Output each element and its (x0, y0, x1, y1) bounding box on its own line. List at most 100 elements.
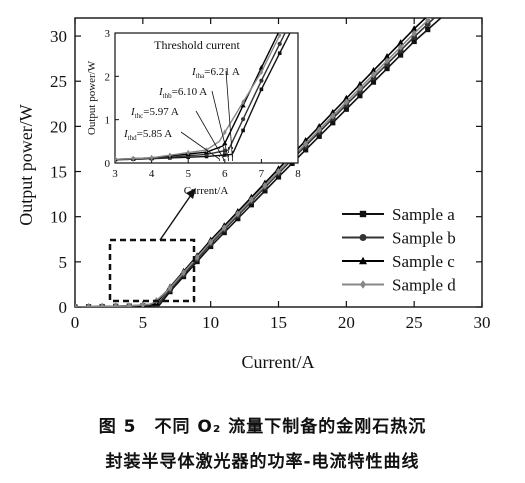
main-data-point (235, 210, 241, 218)
main-y-tick-labels: 0 5 10 15 20 25 30 (50, 27, 67, 317)
threshold-leader-line (180, 131, 220, 160)
main-data-point (235, 216, 241, 222)
main-data-point (208, 238, 214, 246)
inset-x-tick-labels: 3 4 5 6 7 8 (112, 168, 301, 180)
main-data-point (180, 269, 187, 277)
main-data-point (303, 140, 309, 148)
threshold-annotation-3: Ithc=5.97 A (130, 106, 225, 163)
legend-item-1: Sample a (342, 205, 455, 224)
inset-x-axis-label: Current/A (184, 185, 229, 197)
inset-x-tick-label: 7 (259, 168, 265, 180)
main-data-point (275, 167, 282, 176)
main-x-tick-labels: 0 5 10 15 20 25 30 (71, 313, 491, 332)
main-data-point (275, 174, 282, 180)
main-y-tick-label: 30 (50, 27, 67, 46)
main-y-tick-label: 10 (50, 208, 67, 227)
legend-item-4: Sample d (342, 276, 456, 295)
inset-data-point (168, 152, 172, 158)
inset-x-tick-label: 8 (295, 168, 301, 180)
threshold-annotation-1: Itha=6.21 A (191, 66, 240, 163)
legend-marker (359, 210, 367, 218)
main-y-tick-label: 15 (50, 163, 67, 182)
inset-data-point (223, 153, 227, 157)
inset-data-point (277, 33, 282, 38)
main-data-point (370, 79, 377, 85)
inset-data-point (277, 27, 282, 32)
main-data-point (425, 26, 431, 33)
legend-item-3: Sample c (342, 252, 455, 271)
inset-x-tick-label: 4 (149, 168, 155, 180)
main-data-point (262, 182, 268, 190)
threshold-leader-line (225, 70, 233, 160)
main-data-point (303, 147, 309, 153)
inset-data-point (149, 155, 154, 161)
threshold-label: Ithc=5.97 A (130, 106, 179, 120)
inset-data-point (277, 51, 282, 56)
legend-label: Sample d (392, 276, 456, 295)
main-x-tick-label: 0 (71, 313, 80, 332)
main-data-point (411, 29, 417, 37)
main-data-point (383, 53, 391, 60)
legend-label: Sample b (392, 229, 456, 248)
main-y-tick-label: 25 (50, 72, 67, 91)
zoom-arrow-line (159, 194, 192, 241)
main-data-point (194, 253, 200, 261)
main-data-point (384, 57, 390, 65)
legend: Sample a Sample b Sample c Sample d (342, 205, 456, 295)
threshold-annotation-4: Ithd=5.85 A (123, 128, 220, 163)
main-x-tick-label: 30 (474, 313, 491, 332)
inset-title: Threshold current (154, 38, 240, 52)
inset-y-tick-label: 3 (105, 28, 111, 40)
main-y-tick-label: 20 (50, 117, 67, 136)
main-data-point (411, 38, 417, 45)
legend-item-2: Sample b (342, 229, 456, 248)
inset-y-tick-label: 2 (105, 71, 111, 83)
main-data-point (357, 93, 363, 99)
legend-marker (359, 280, 367, 289)
inset-data-point (259, 78, 264, 83)
inset-y-tick-label: 1 (105, 115, 111, 127)
inset-data-point (186, 149, 190, 156)
inset-data-point (259, 87, 264, 92)
inset-plot-frame (114, 32, 299, 164)
main-data-point (398, 52, 404, 58)
main-data-point (357, 84, 363, 92)
main-data-point (316, 126, 322, 134)
legend-label: Sample a (392, 205, 455, 224)
inset-x-tick-label: 6 (222, 168, 228, 180)
inset-y-axis-label: Output power/W (86, 60, 98, 135)
main-data-point (397, 39, 404, 46)
threshold-leader-line (211, 90, 229, 160)
main-data-point (221, 224, 227, 232)
main-data-point (99, 302, 105, 307)
inset-data-point (131, 155, 136, 162)
inset-data-point (277, 41, 282, 46)
main-x-axis-label: Current/A (242, 352, 315, 372)
inset-x-tick-label: 3 (112, 168, 118, 180)
main-data-point (384, 65, 390, 72)
main-data-point (330, 112, 336, 120)
legend-marker (359, 234, 367, 241)
main-data-point (140, 301, 146, 307)
main-data-point (248, 202, 254, 208)
zoom-highlight-box (108, 238, 196, 303)
inset-y-tick-label: 0 (105, 158, 111, 170)
inset-data-point (241, 99, 245, 105)
main-data-point (316, 133, 322, 139)
main-data-point (425, 18, 431, 24)
main-x-tick-label: 20 (338, 313, 355, 332)
main-y-axis-label: Output power/W (16, 104, 36, 225)
threshold-annotation-2: Ithb=6.10 A (158, 86, 229, 163)
inset-data-point (259, 69, 264, 75)
threshold-label: Itha=6.21 A (191, 66, 240, 80)
inset-data-point (223, 129, 227, 136)
inset-axis-ticks (114, 32, 299, 164)
main-data-point (343, 98, 349, 106)
figure-caption-line-2: 封装半导体激光器的功率-电流特性曲线 (105, 452, 420, 472)
main-data-point (167, 284, 173, 292)
main-y-tick-label: 5 (59, 253, 68, 272)
inset-data-point (204, 154, 209, 159)
inset-data-point (241, 128, 245, 133)
main-data-point (343, 106, 349, 112)
